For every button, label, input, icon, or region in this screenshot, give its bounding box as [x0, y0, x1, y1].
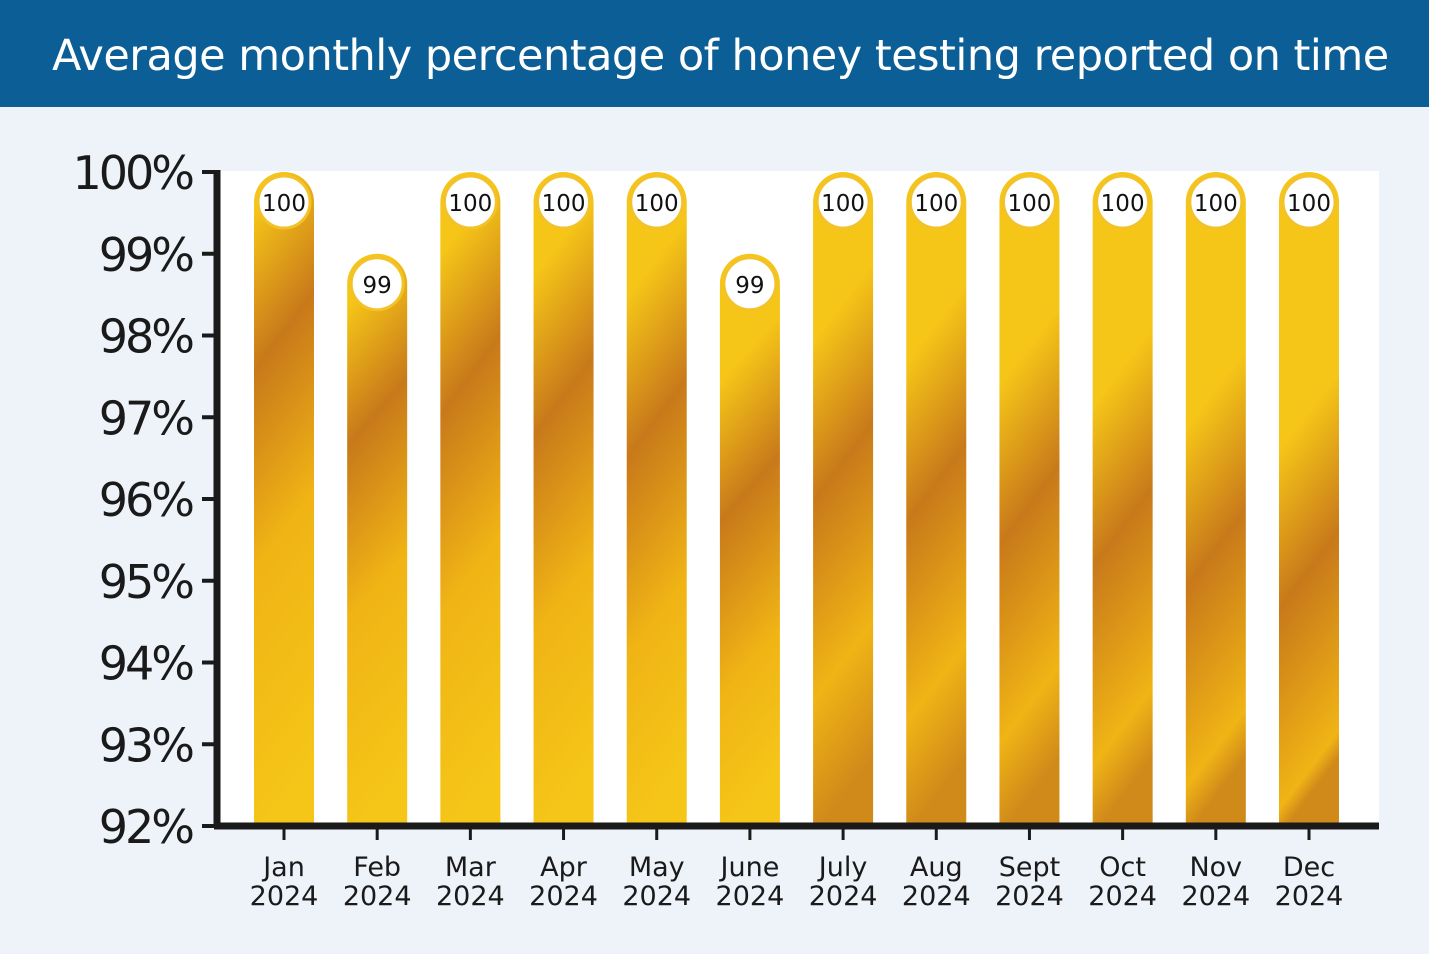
data-label: 100 [1287, 191, 1331, 217]
value-badge [1281, 174, 1337, 230]
bar [906, 172, 967, 826]
x-tick-label: Aug 2024 [902, 852, 971, 912]
value-badge [1001, 174, 1057, 230]
y-tick-label: 100% [72, 146, 193, 200]
chart-title: Average monthly percentage of honey test… [52, 31, 1389, 81]
bar [719, 253, 780, 826]
x-tick-label: Nov 2024 [1181, 852, 1250, 912]
x-tick-label: July 2024 [809, 852, 878, 912]
data-label: 100 [1101, 191, 1145, 217]
y-tick-label: 93% [99, 718, 194, 772]
value-badge [536, 174, 592, 230]
bar [813, 172, 874, 826]
bar [1185, 172, 1246, 826]
x-tick-label: Sept 2024 [995, 852, 1064, 912]
y-tick-label: 92% [99, 800, 194, 854]
value-badge [629, 174, 685, 230]
value-badge [722, 256, 778, 312]
bar-chart: 92% 93% 94% 95% 96% 97% 98% 99% 100% Jan 2024 Feb 20… [72, 146, 1379, 912]
y-tick-label: 94% [99, 637, 194, 691]
data-label: 100 [914, 191, 958, 217]
value-badge [349, 256, 405, 312]
x-tick-label: June 2024 [716, 852, 785, 912]
data-label: 100 [448, 191, 492, 217]
x-tick-label: Feb 2024 [343, 852, 412, 912]
y-tick-label: 96% [99, 473, 194, 527]
gridlines [217, 334, 1379, 664]
chart-header: Average monthly percentage of honey test… [0, 0, 1429, 107]
data-label: 100 [1194, 191, 1238, 217]
labels: 100 99 100 100 100 99 100 100 100 100 100 100 [256, 174, 1337, 312]
x-tick-label: Jan 2024 [250, 852, 319, 912]
value-badge [908, 174, 964, 230]
x-tick-label: Oct 2024 [1088, 852, 1157, 912]
bar [347, 253, 408, 826]
bars [254, 171, 1339, 826]
bar [999, 171, 1060, 826]
value-badge [256, 174, 312, 230]
value-badge [815, 174, 871, 230]
bar [626, 172, 687, 826]
bar [533, 172, 594, 826]
data-label: 99 [735, 273, 764, 299]
data-label: 99 [363, 273, 392, 299]
data-label: 100 [262, 191, 306, 217]
y-tick-label: 97% [99, 391, 194, 445]
y-tick-label: 95% [99, 555, 194, 609]
data-label: 100 [1008, 191, 1052, 217]
data-label: 100 [542, 191, 586, 217]
x-tick-label: Apr 2024 [529, 852, 598, 912]
bar [440, 172, 501, 826]
x-tick-label: Dec 2024 [1275, 852, 1344, 912]
bar [1279, 172, 1339, 826]
x-tick-label: Mar 2024 [436, 852, 505, 912]
x-tick-label: May 2024 [622, 852, 691, 912]
bar [254, 172, 314, 826]
value-badge [1095, 174, 1151, 230]
y-tick-label: 99% [99, 228, 194, 282]
y-tick-label: 98% [99, 310, 194, 364]
axes: 92% 93% 94% 95% 96% 97% 98% 99% 100% Jan 2024 Feb 20… [72, 146, 1379, 912]
value-badge [1188, 174, 1244, 230]
bar [1092, 172, 1153, 826]
data-label: 100 [635, 191, 679, 217]
data-label: 100 [821, 191, 865, 217]
value-badge [442, 174, 498, 230]
